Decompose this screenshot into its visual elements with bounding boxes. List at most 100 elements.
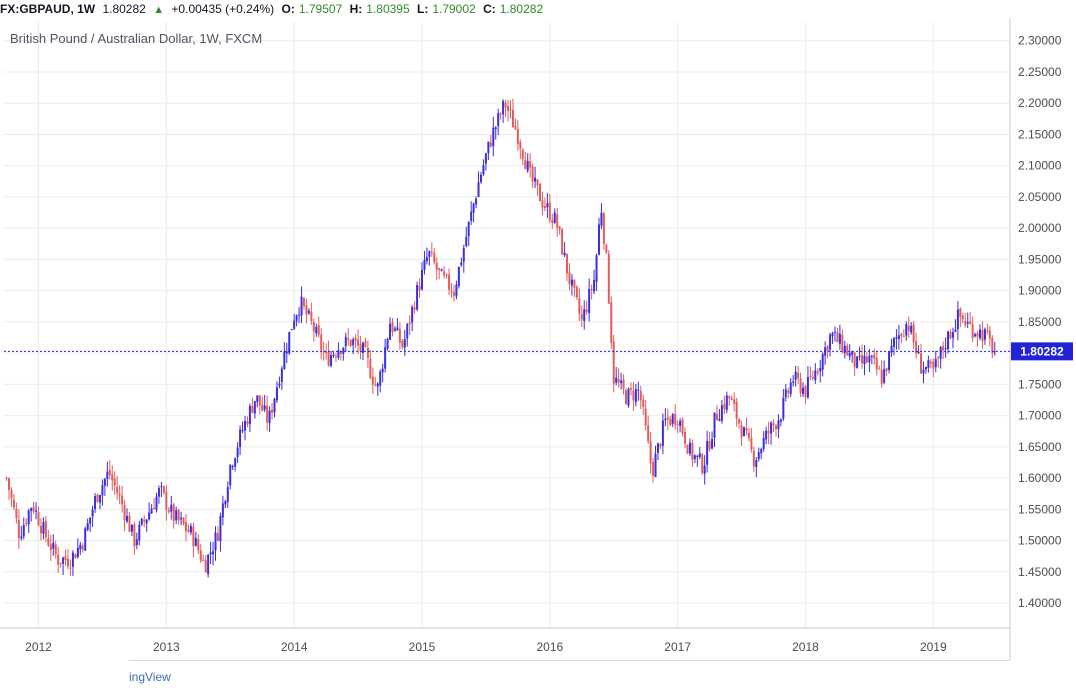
candle-body <box>433 252 436 263</box>
candle-body <box>303 298 306 307</box>
candle-body <box>253 401 256 414</box>
candle-body <box>607 253 610 304</box>
price-chart[interactable]: 1.40000 1.45000 1.50000 1.55000 1.60000 1.650… <box>0 18 1076 660</box>
candle-body <box>639 391 642 401</box>
y-tick-label: 2.25000 <box>1018 65 1062 79</box>
y-tick-label: 2.00000 <box>1018 221 1062 235</box>
candle-body <box>691 442 694 460</box>
candle-body <box>770 422 773 434</box>
y-tick-label: 2.10000 <box>1018 159 1062 173</box>
candle-body <box>194 538 197 546</box>
candle-body <box>145 519 148 524</box>
y-tick-label: 2.15000 <box>1018 127 1062 141</box>
candle-body <box>489 142 492 147</box>
candle-body <box>172 504 175 521</box>
candle-body <box>671 414 674 424</box>
candle-body <box>460 262 463 266</box>
candle-body <box>715 413 718 421</box>
candle-body <box>273 398 276 413</box>
candle-body <box>135 539 138 545</box>
candle-body <box>224 501 227 505</box>
candle-body <box>642 399 645 407</box>
candle-body <box>779 419 782 422</box>
candle-body <box>755 459 758 468</box>
candle-body <box>76 547 79 558</box>
candle-body <box>32 506 35 512</box>
candle-body <box>462 247 465 262</box>
candle-body <box>187 529 190 532</box>
candle-body <box>17 519 20 539</box>
candle-body <box>826 346 829 352</box>
candle-body <box>698 453 701 458</box>
candle-body <box>900 334 903 337</box>
candle-body <box>693 455 696 460</box>
candle-body <box>794 371 797 380</box>
candle-body <box>290 329 293 331</box>
candle-body <box>256 395 259 402</box>
candle-body <box>94 496 97 509</box>
symbol-label[interactable]: FX:GBPAUD, 1W <box>0 2 96 16</box>
candle-body <box>216 533 219 541</box>
candle-body <box>470 211 473 221</box>
high-label: H: <box>349 2 363 16</box>
candle-body <box>511 109 514 128</box>
candle-body <box>239 429 242 447</box>
candle-body <box>720 405 723 421</box>
candle-body <box>620 380 623 384</box>
y-tick-label: 1.65000 <box>1018 440 1062 454</box>
brand-watermark[interactable]: ingView <box>129 670 171 684</box>
candle-body <box>371 376 374 385</box>
candle-body <box>10 490 13 499</box>
candle-body <box>165 491 168 510</box>
candle-body <box>558 226 561 230</box>
candle-body <box>570 279 573 286</box>
candle-body <box>130 524 133 532</box>
candle-body <box>853 352 856 368</box>
candle-body <box>298 314 301 316</box>
candle-body <box>804 386 807 398</box>
candle-body <box>956 309 959 330</box>
candle-body <box>307 310 310 314</box>
candle-body <box>246 421 249 425</box>
candle-body <box>339 351 342 354</box>
candle-body <box>762 437 765 450</box>
candle-body <box>384 347 387 369</box>
x-tick-label: 2017 <box>664 640 691 654</box>
candle-body <box>180 517 183 520</box>
candle-body <box>897 335 900 339</box>
candle-body <box>637 389 640 391</box>
candle-body <box>175 510 178 521</box>
symbol-header: FX:GBPAUD, 1W 1.80282 ▲ +0.00435 (+0.24%… <box>0 0 1076 18</box>
candle-body <box>182 518 185 525</box>
candle-body <box>679 421 682 426</box>
candle-body <box>170 504 173 512</box>
candle-body <box>947 331 950 350</box>
candle-body <box>386 338 389 349</box>
candle-body <box>856 356 859 368</box>
candle-body <box>455 284 458 297</box>
candle-body <box>278 383 281 386</box>
candle-body <box>438 268 441 270</box>
candle-body <box>283 351 286 369</box>
candle-body <box>52 542 55 549</box>
candle-body <box>212 551 215 555</box>
candle-body <box>207 554 210 574</box>
candle-body <box>583 309 586 321</box>
y-tick-label: 1.85000 <box>1018 315 1062 329</box>
candle-body <box>563 252 566 256</box>
y-tick-label: 1.55000 <box>1018 502 1062 516</box>
candle-body <box>5 477 8 479</box>
candle-body <box>305 305 308 315</box>
candle-body <box>25 523 28 525</box>
y-tick-label: 1.95000 <box>1018 252 1062 266</box>
candle-body <box>991 337 994 354</box>
candle-body <box>268 410 271 423</box>
candle-body <box>543 205 546 209</box>
candle-body <box>189 526 192 533</box>
candle-body <box>416 285 419 310</box>
candle-body <box>959 308 962 317</box>
candle-body <box>347 338 350 340</box>
candle-body <box>450 291 453 293</box>
candle-body <box>602 213 605 244</box>
candle-body <box>782 397 785 419</box>
